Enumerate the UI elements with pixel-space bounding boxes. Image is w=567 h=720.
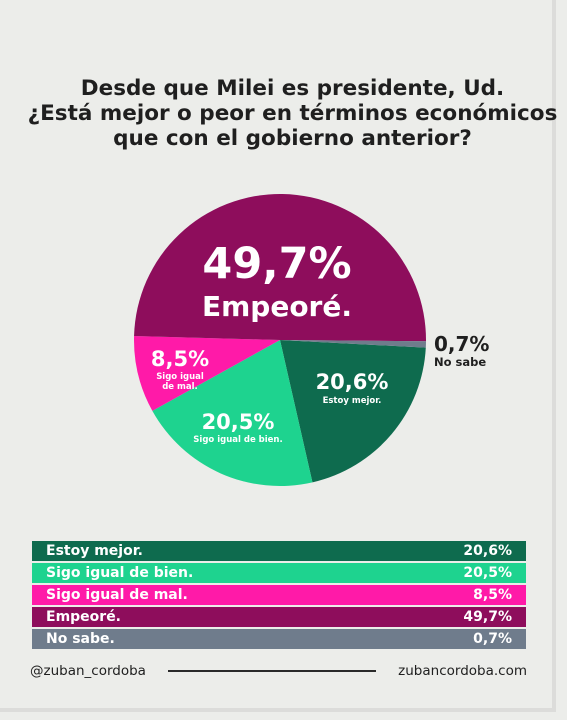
title-line-1: Desde que Milei es presidente, Ud.: [80, 76, 505, 101]
pie-label-empeore-name: Empeoré.: [202, 290, 352, 323]
legend-label: Estoy mejor.: [46, 543, 143, 559]
pie-label-mal-value: 8,5%: [151, 347, 209, 371]
pie-slice-sigo-igual-de-bien: [152, 340, 313, 486]
footer-website[interactable]: zubancordoba.com: [398, 663, 527, 679]
footer-divider: [167, 670, 377, 672]
legend-row-empeore: Empeoré. 49,7%: [32, 607, 526, 627]
chart-title: Desde que Milei es presidente, Ud. ¿Está…: [20, 76, 565, 151]
legend-row-sigo-igual-bien: Sigo igual de bien. 20,5%: [32, 563, 526, 583]
pie-slice-empeoré: [134, 194, 426, 342]
pie-slice-no-sabe: [280, 340, 426, 348]
legend-value: 20,5%: [463, 565, 512, 581]
title-line-3: que con el gobierno anterior?: [113, 126, 472, 151]
legend-value: 0,7%: [473, 631, 512, 647]
pie-label-nosabe-value: 0,7%: [434, 332, 489, 356]
legend-label: Empeoré.: [46, 609, 122, 625]
pie-label-mal-name-1: Sigo igual: [156, 372, 204, 382]
pie-label-empeore-value: 49,7%: [202, 239, 351, 289]
footer: @zuban_cordoba zubancordoba.com: [30, 663, 527, 679]
legend-table: Estoy mejor. 20,6% Sigo igual de bien. 2…: [32, 541, 526, 651]
pie-label-mejor-name: Estoy mejor.: [323, 396, 382, 406]
legend-value: 49,7%: [463, 609, 512, 625]
title-line-2: ¿Está mejor o peor en términos económico…: [27, 101, 558, 126]
pie-label-bien-name: Sigo igual de bien.: [193, 435, 282, 445]
pie-label-mejor-value: 20,6%: [316, 370, 389, 394]
legend-row-sigo-igual-mal: Sigo igual de mal. 8,5%: [32, 585, 526, 605]
pie-slice-sigo-igual-de-mal: [134, 336, 280, 411]
legend-row-no-sabe: No sabe. 0,7%: [32, 629, 526, 649]
pie-label-mal-name-2: de mal.: [162, 382, 198, 392]
footer-handle[interactable]: @zuban_cordoba: [30, 663, 146, 679]
legend-label: Sigo igual de mal.: [46, 587, 188, 603]
legend-value: 20,6%: [463, 543, 512, 559]
legend-row-estoy-mejor: Estoy mejor. 20,6%: [32, 541, 526, 561]
legend-label: No sabe.: [46, 631, 115, 647]
pie-slice-estoy-mejor: [280, 340, 426, 483]
legend-label: Sigo igual de bien.: [46, 565, 194, 581]
legend-value: 8,5%: [473, 587, 512, 603]
pie-label-bien-value: 20,5%: [202, 410, 275, 434]
pie-label-nosabe-name: No sabe: [434, 355, 486, 369]
